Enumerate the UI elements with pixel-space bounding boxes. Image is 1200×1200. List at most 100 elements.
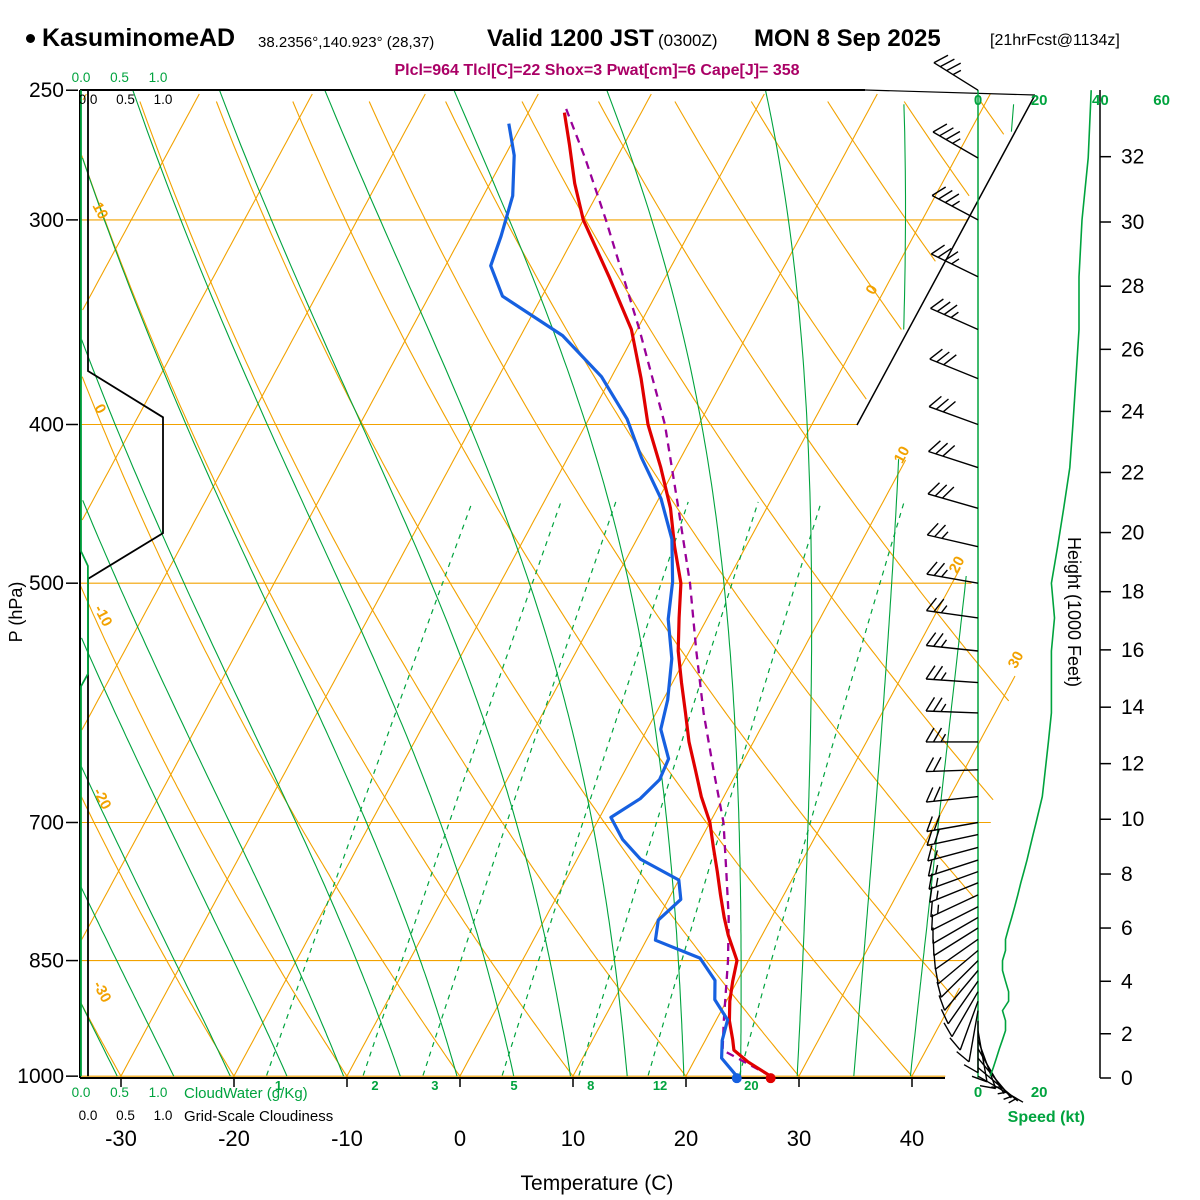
cloudiness-scale-label: 0.5 [116,92,135,107]
speed-top-tick-label: 20 [1031,92,1048,109]
wind-barb [943,991,979,1038]
moist-adiabat-line [853,104,907,1077]
dry-adiabat-line [445,101,975,898]
wind-barb [930,894,979,918]
wind-barb [928,440,979,469]
dry-adiabat-line [368,101,957,1000]
wind-barb [926,814,979,833]
cloudiness-scale-label: 0.0 [79,1108,98,1123]
isotherm-edge-label: 0 [863,282,882,297]
dry-adiabat-line [827,101,936,262]
dry-adiabat-line [903,101,970,197]
dry-adiabat-line [521,101,994,801]
pressure-axis-label: P (hPa) [6,582,26,643]
cloudiness-scale-label: 0.5 [116,1108,135,1123]
mixing-ratio-label: 20 [744,1078,758,1093]
green-gridlines [79,89,1015,1077]
wind-barb [925,697,979,714]
wind-barb [933,54,979,91]
mixing-ratio-line [578,501,759,1076]
dewpoint-curve [489,123,739,1078]
wind-barb [925,632,979,652]
wind-barb [926,522,979,548]
isotherm-line [232,93,765,1079]
speed-axis-label: Speed (kt) [1008,1109,1085,1126]
dry-adiabat-line [80,1002,123,1078]
wind-barb [934,949,979,985]
dry-adiabat-line [80,795,236,1078]
station-coordinates: 38.2356°,140.923° (28,37) [258,34,435,51]
wind-barb [927,482,979,509]
height-axis-label: Height (1000 Feet) [1064,537,1084,687]
surface-dewpoint-dot [731,1073,742,1084]
moist-adiabat-line [79,764,231,1077]
parcel-curve [563,103,772,1078]
wind-barb [927,859,979,877]
wind-barb [927,845,979,862]
wind-barb [949,1000,979,1051]
isotherm-line [345,93,878,1079]
sounding-parameters: Plcl=964 Tlcl[C]=22 Shox=3 Pwat[cm]=6 Ca… [394,62,800,79]
pressure-tick-label: 400 [29,413,64,436]
station-name: KasuminomeAD [42,24,236,52]
mixing-ratio-line [738,501,905,1076]
wind-barb [926,828,979,847]
isotherm-line [797,675,1016,1079]
dry-adiabat-edge-label: -10 [90,602,115,629]
mixing-ratio-label: 2 [371,1078,378,1093]
orange-gridlines [80,93,1016,1079]
dry-adiabat-line [292,101,914,1078]
pressure-tick-label: 500 [29,572,64,595]
wind-barb [932,927,979,957]
isotherm-line [119,93,652,1079]
wind-barb [938,970,979,1011]
wind-barb [925,665,979,684]
isotherm-line [571,459,907,1079]
wind-barb [971,1030,988,1083]
pressure-tick-label: 250 [29,79,64,102]
wind-barb [925,727,978,743]
temperature-tick-label: 10 [561,1126,585,1151]
chart-frame [66,89,1111,1087]
mixing-ratio-label: 8 [587,1078,594,1093]
wind-barbs-and-speed [925,54,1092,1104]
isotherm-line [82,93,87,101]
wind-barb [929,882,979,903]
moist-adiabat-line [453,89,685,1077]
wind-barb [930,298,979,331]
height-tick-label: 12 [1121,753,1144,776]
wind-barb [928,870,979,890]
wind-barb [940,980,979,1025]
cloud-profiles [80,90,164,1077]
moist-adiabat-line [79,1000,118,1077]
moist-adiabat-line [909,104,1015,1077]
speed-top-tick-label: 60 [1153,92,1170,109]
cloudwater-profile [80,90,89,1077]
height-tick-label: 26 [1121,338,1144,361]
dry-adiabat-edge-label: 10 [89,200,112,223]
height-tick-label: 2 [1121,1023,1133,1046]
wind-barb [933,938,979,970]
height-tick-label: 14 [1121,696,1145,719]
isotherm-line [81,93,313,521]
dry-adiabat-line [598,101,1010,702]
dry-adiabat-line [81,155,575,1078]
cloudwater-scale-label: 0.0 [72,70,91,85]
pressure-tick-label: 850 [29,950,64,973]
forecast-lead-info: [21hrFcst@1134z] [990,32,1120,49]
mixing-ratio-label: 3 [431,1078,438,1093]
temperature-tick-label: 20 [674,1126,698,1151]
valid-time: Valid 1200 JST [487,25,654,52]
temperature-axis-label: Temperature (C) [521,1172,674,1195]
mixing-ratio-line [266,501,473,1076]
wind-barb [929,348,979,380]
wind-barb [963,1020,979,1074]
isotherm-edge-label: 20 [946,554,969,577]
cloudiness-axis-label: Grid-Scale Cloudiness [184,1108,333,1125]
moist-adiabat-line [324,89,628,1077]
temperature-tick-label: -30 [105,1126,137,1151]
temperature-tick-label: -10 [331,1126,363,1151]
speed-top-tick-label: 40 [1092,92,1109,109]
height-tick-label: 6 [1121,917,1133,940]
cloudiness-scale-label: 0.0 [79,92,98,107]
